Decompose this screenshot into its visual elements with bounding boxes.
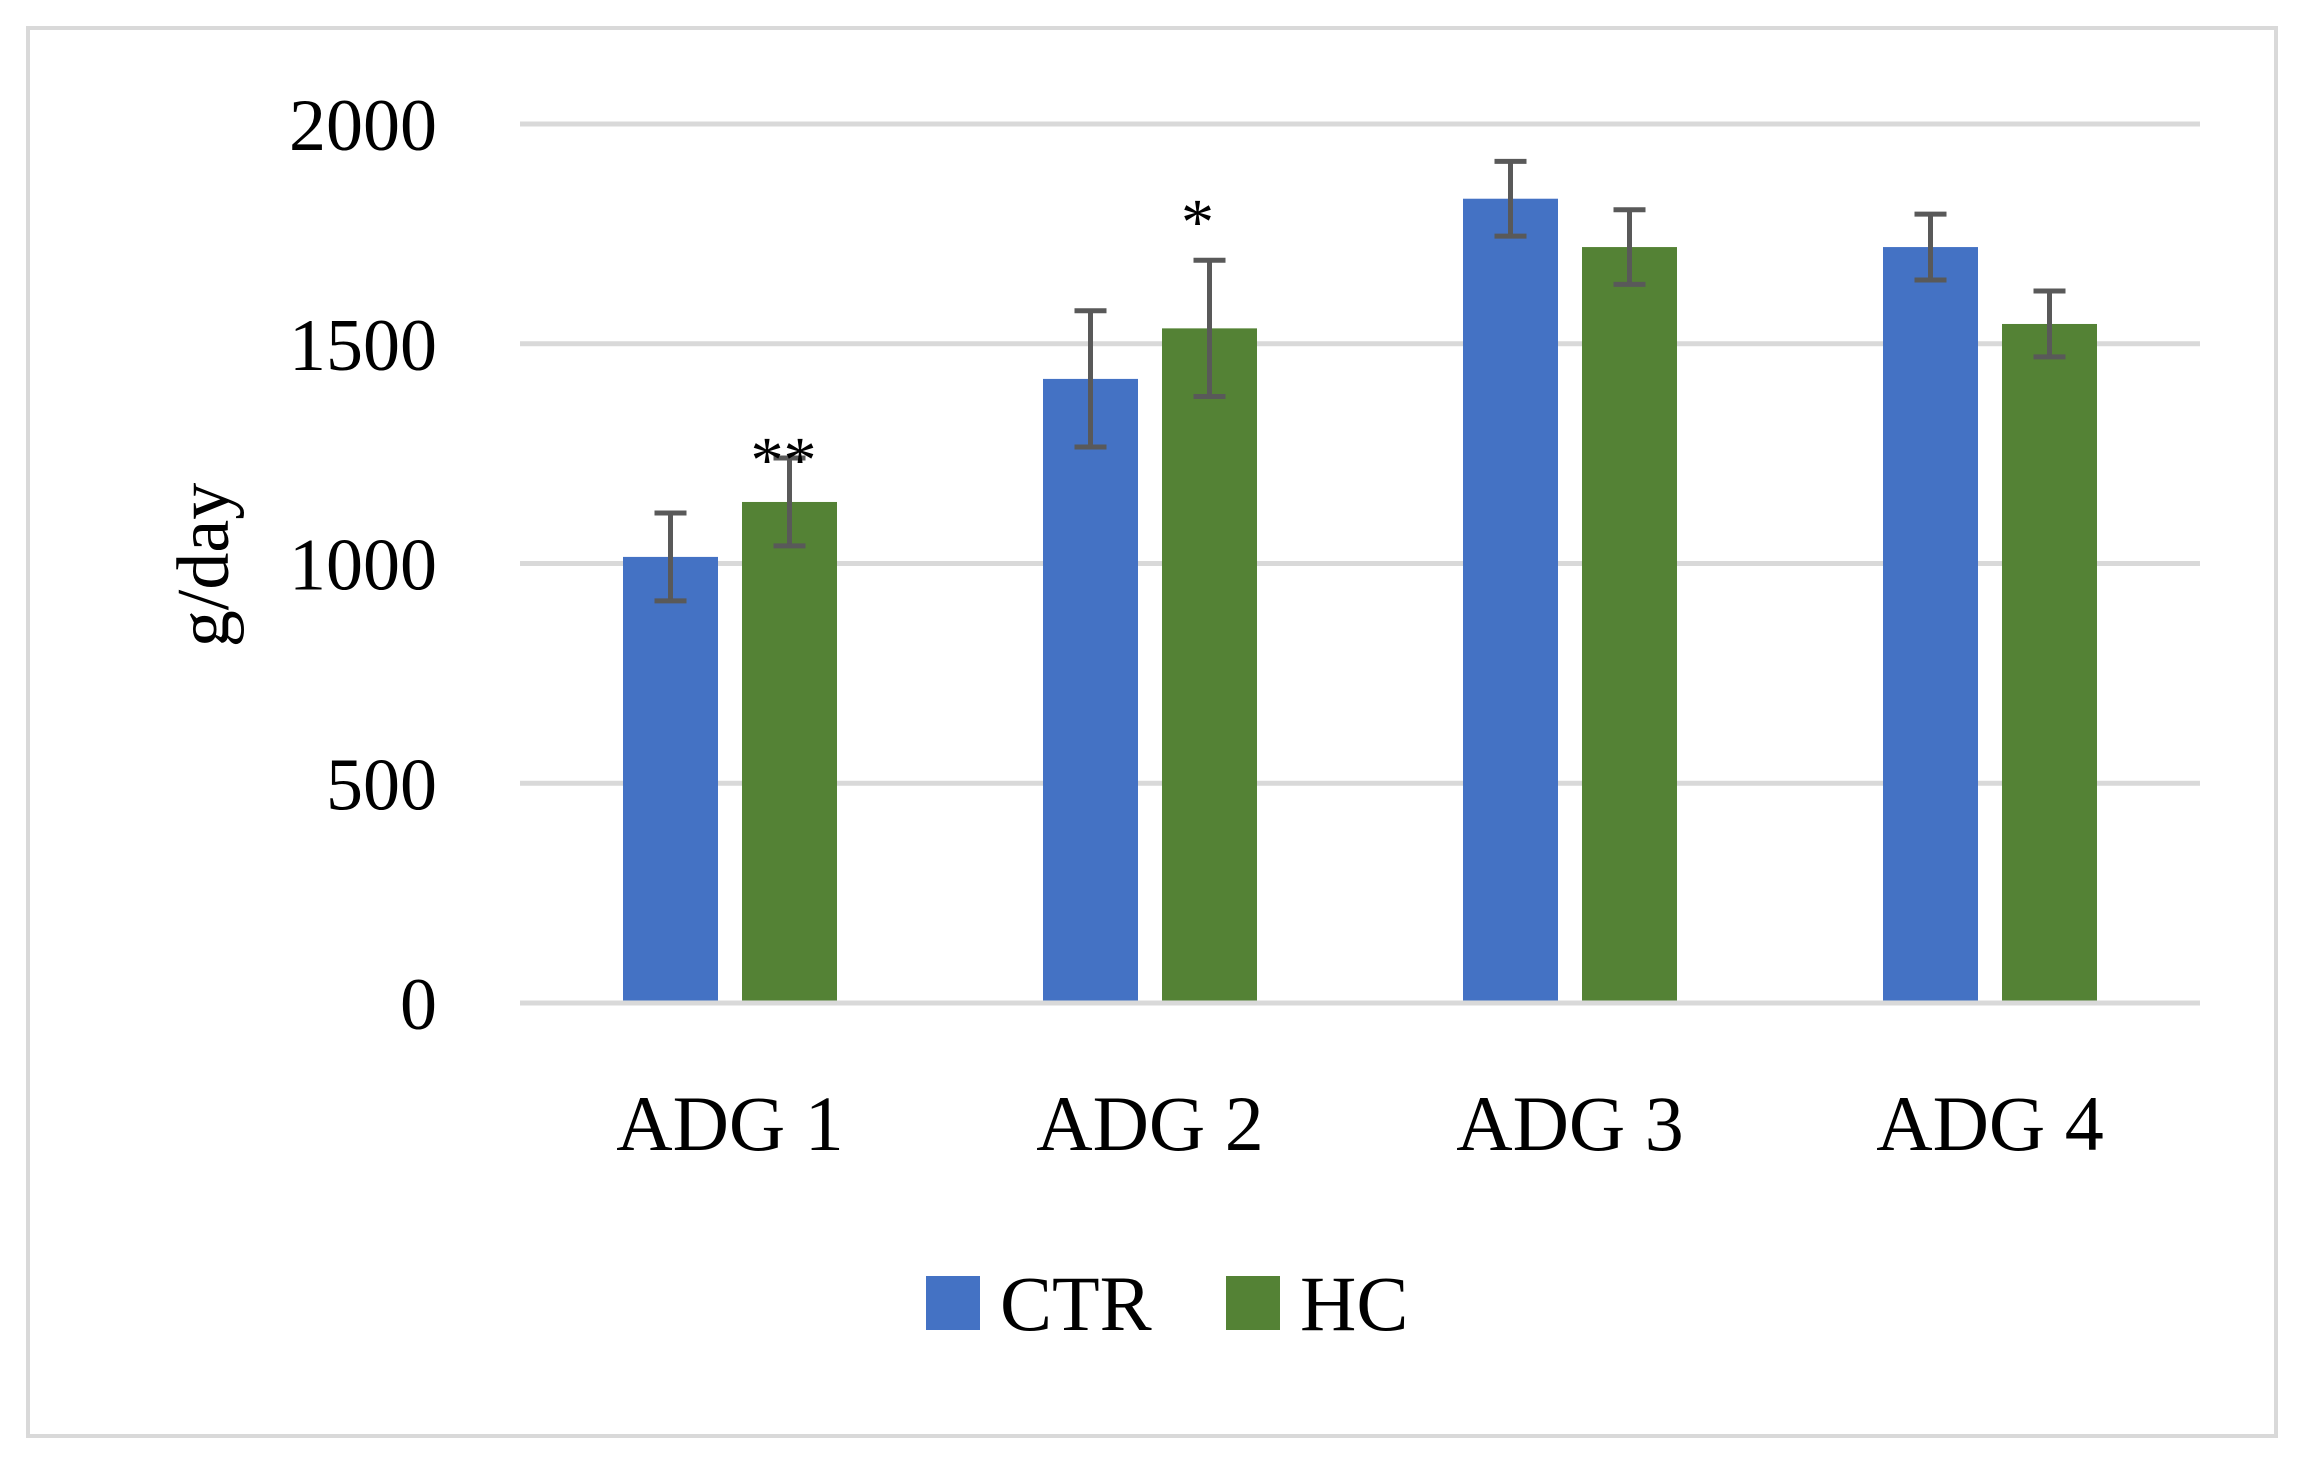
- bar-ctr-1: [623, 557, 718, 1003]
- y-tick-label-2000: 2000: [289, 85, 437, 167]
- y-tick-label-500: 500: [326, 744, 437, 826]
- y-tick-label-1500: 1500: [289, 305, 437, 387]
- legend: CTR HC: [926, 1260, 1408, 1347]
- bar-hc-1: [742, 502, 837, 1003]
- chart-svg: 0500100015002000 *** ADG 1 ADG 2 ADG 3 ADG …: [0, 0, 2307, 1469]
- y-tick-label-0: 0: [400, 964, 437, 1046]
- bar-ctr-4: [1883, 247, 1978, 1003]
- category-label-4: ADG 4: [1876, 1080, 2104, 1167]
- bar-hc-4: [2002, 324, 2097, 1003]
- legend-item-hc: HC: [1226, 1260, 1408, 1347]
- legend-swatch-ctr: [926, 1276, 980, 1330]
- bar-ctr-2: [1043, 379, 1138, 1003]
- bar-hc-3: [1582, 247, 1677, 1003]
- y-tick-labels: 0 500 1000 1500 2000: [289, 85, 437, 1046]
- category-label-3: ADG 3: [1456, 1080, 1684, 1167]
- significance-label-1: **: [751, 424, 817, 497]
- category-label-2: ADG 2: [1036, 1080, 1264, 1167]
- bar-ctr-3: [1463, 199, 1558, 1003]
- legend-swatch-hc: [1226, 1276, 1280, 1330]
- bars: [623, 199, 2097, 1003]
- legend-label-hc: HC: [1300, 1260, 1408, 1347]
- category-label-1: ADG 1: [616, 1080, 844, 1167]
- error-bars: [655, 161, 2066, 601]
- category-labels: ADG 1 ADG 2 ADG 3 ADG 4: [616, 1080, 2104, 1167]
- y-tick-label-1000: 1000: [289, 525, 437, 607]
- legend-item-ctr: CTR: [926, 1260, 1152, 1347]
- y-axis-title: g/day: [163, 483, 245, 647]
- bar-hc-2: [1162, 328, 1257, 1003]
- legend-label-ctr: CTR: [1000, 1260, 1152, 1347]
- significance-label-2: *: [1181, 186, 1214, 259]
